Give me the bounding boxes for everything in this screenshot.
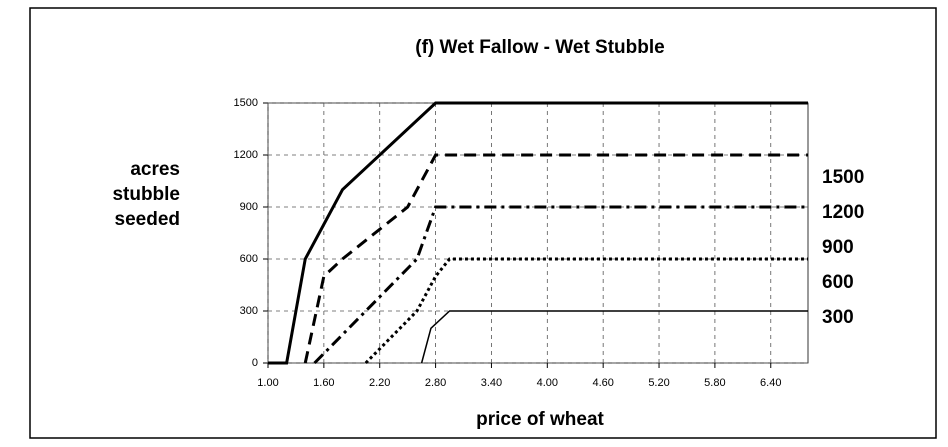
y-axis-label: acres — [130, 159, 180, 180]
y-axis-label: seeded — [115, 209, 180, 230]
y-tick-label: 0 — [252, 357, 258, 369]
y-tick-label: 1200 — [234, 149, 258, 161]
x-tick-label: 4.60 — [592, 377, 613, 389]
series-line — [268, 101, 808, 365]
x-tick-label: 1.00 — [257, 377, 278, 389]
x-tick-label: 3.40 — [481, 377, 502, 389]
legend-label: 1200 — [822, 202, 864, 223]
x-tick-label: 4.00 — [537, 377, 558, 389]
plot-area — [267, 102, 809, 364]
x-tick-label: 2.80 — [425, 377, 446, 389]
series-line — [364, 257, 808, 365]
series-line — [303, 153, 808, 364]
y-axis-label: stubble — [112, 184, 180, 205]
y-tick-label: 600 — [240, 253, 258, 265]
series-line — [420, 310, 808, 364]
legend-label: 300 — [822, 307, 854, 328]
legend-label: 900 — [822, 237, 854, 258]
legend-label: 1500 — [822, 167, 864, 188]
x-tick-label: 1.60 — [313, 377, 334, 389]
chart-title: (f) Wet Fallow - Wet Stubble — [415, 37, 664, 58]
frame — [29, 7, 937, 439]
x-tick-label: 6.40 — [760, 377, 781, 389]
x-tick-label: 5.20 — [648, 377, 669, 389]
x-tick-label: 2.20 — [369, 377, 390, 389]
y-tick-label: 1500 — [234, 97, 258, 109]
x-axis-label: price of wheat — [476, 409, 604, 430]
x-tick-label: 5.80 — [704, 377, 725, 389]
y-tick-label: 900 — [240, 201, 258, 213]
legend-label: 600 — [822, 272, 854, 293]
y-tick-label: 300 — [240, 305, 258, 317]
